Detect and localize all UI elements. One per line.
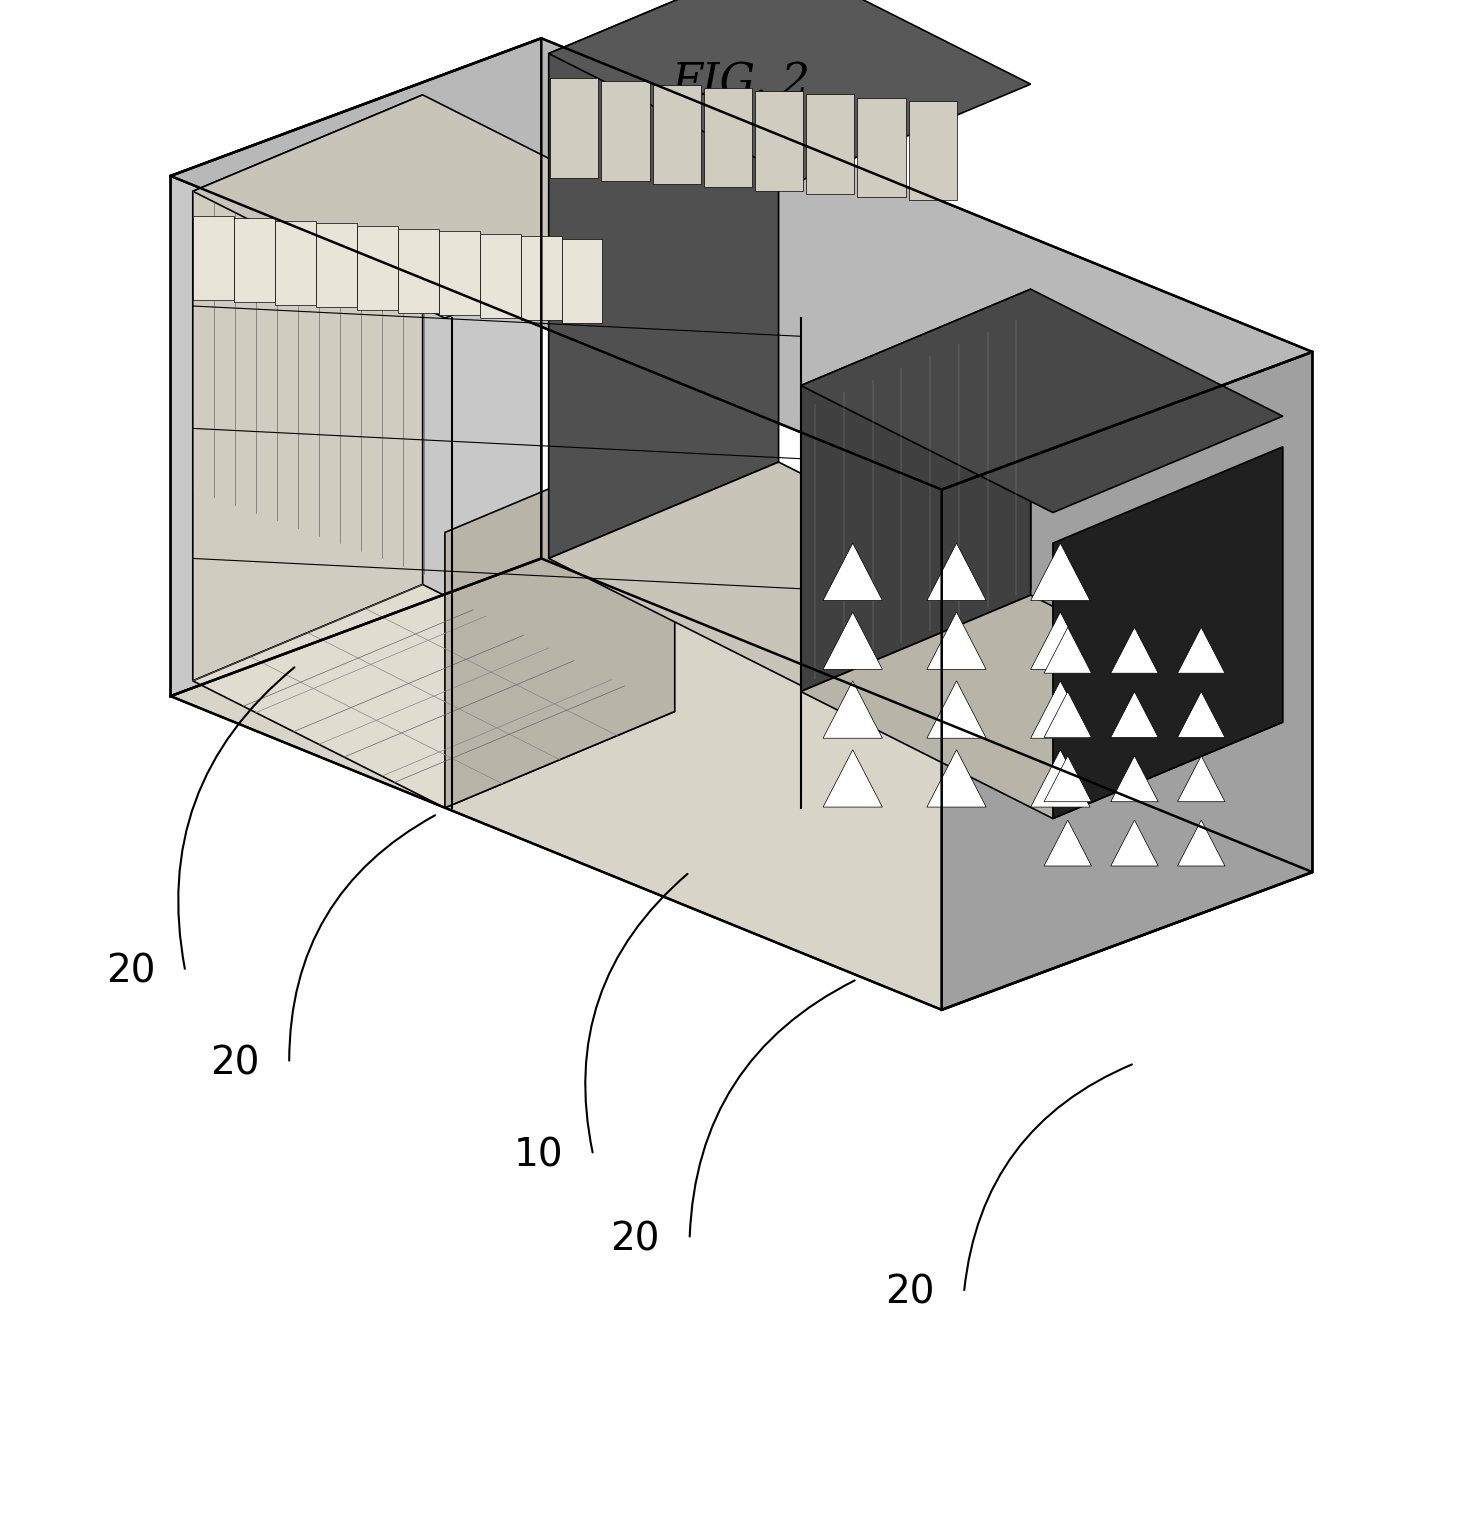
Polygon shape bbox=[397, 228, 439, 312]
Polygon shape bbox=[1178, 627, 1225, 673]
Polygon shape bbox=[562, 239, 602, 323]
Polygon shape bbox=[801, 289, 1283, 513]
Polygon shape bbox=[1044, 627, 1091, 673]
Polygon shape bbox=[193, 584, 675, 808]
Polygon shape bbox=[653, 84, 701, 184]
Polygon shape bbox=[171, 38, 541, 696]
Polygon shape bbox=[234, 219, 274, 303]
Polygon shape bbox=[1031, 612, 1090, 670]
Polygon shape bbox=[479, 234, 521, 318]
Polygon shape bbox=[1178, 820, 1225, 866]
Text: 10: 10 bbox=[515, 1137, 564, 1174]
Polygon shape bbox=[807, 95, 854, 194]
Polygon shape bbox=[1044, 692, 1091, 737]
Polygon shape bbox=[1178, 756, 1225, 802]
Polygon shape bbox=[927, 681, 986, 737]
Polygon shape bbox=[550, 78, 599, 177]
Polygon shape bbox=[801, 314, 1031, 685]
Polygon shape bbox=[927, 750, 986, 808]
Polygon shape bbox=[1044, 756, 1091, 802]
Text: 20: 20 bbox=[885, 1274, 934, 1311]
Polygon shape bbox=[316, 223, 356, 308]
Polygon shape bbox=[193, 216, 234, 300]
Polygon shape bbox=[549, 0, 1031, 181]
Polygon shape bbox=[439, 231, 479, 315]
Polygon shape bbox=[942, 352, 1312, 1010]
Polygon shape bbox=[171, 558, 1312, 1010]
Polygon shape bbox=[1044, 820, 1091, 866]
Polygon shape bbox=[602, 81, 650, 181]
Polygon shape bbox=[549, 462, 1031, 685]
Polygon shape bbox=[521, 236, 562, 320]
Polygon shape bbox=[857, 98, 906, 197]
Polygon shape bbox=[1111, 820, 1158, 866]
Polygon shape bbox=[927, 543, 986, 601]
Polygon shape bbox=[801, 289, 1031, 692]
Polygon shape bbox=[823, 681, 882, 737]
Polygon shape bbox=[193, 95, 423, 681]
Polygon shape bbox=[1111, 756, 1158, 802]
Polygon shape bbox=[1031, 681, 1090, 737]
Polygon shape bbox=[909, 101, 957, 200]
Polygon shape bbox=[1031, 750, 1090, 808]
Polygon shape bbox=[823, 612, 882, 670]
Polygon shape bbox=[704, 87, 752, 187]
Polygon shape bbox=[1031, 543, 1090, 601]
Polygon shape bbox=[1053, 447, 1283, 819]
Text: 20: 20 bbox=[611, 1221, 660, 1258]
Text: 20: 20 bbox=[107, 953, 156, 990]
Polygon shape bbox=[274, 220, 316, 304]
Polygon shape bbox=[801, 595, 1283, 819]
Polygon shape bbox=[549, 0, 779, 558]
Polygon shape bbox=[823, 750, 882, 808]
Polygon shape bbox=[356, 226, 397, 311]
Polygon shape bbox=[1111, 692, 1158, 737]
Polygon shape bbox=[171, 38, 1312, 490]
Polygon shape bbox=[1111, 627, 1158, 673]
Polygon shape bbox=[1178, 692, 1225, 737]
Polygon shape bbox=[445, 436, 675, 808]
Polygon shape bbox=[193, 95, 675, 318]
Text: FIG. 2: FIG. 2 bbox=[672, 61, 811, 104]
Polygon shape bbox=[755, 92, 804, 191]
Polygon shape bbox=[927, 612, 986, 670]
Polygon shape bbox=[823, 543, 882, 601]
Text: 20: 20 bbox=[211, 1045, 260, 1082]
